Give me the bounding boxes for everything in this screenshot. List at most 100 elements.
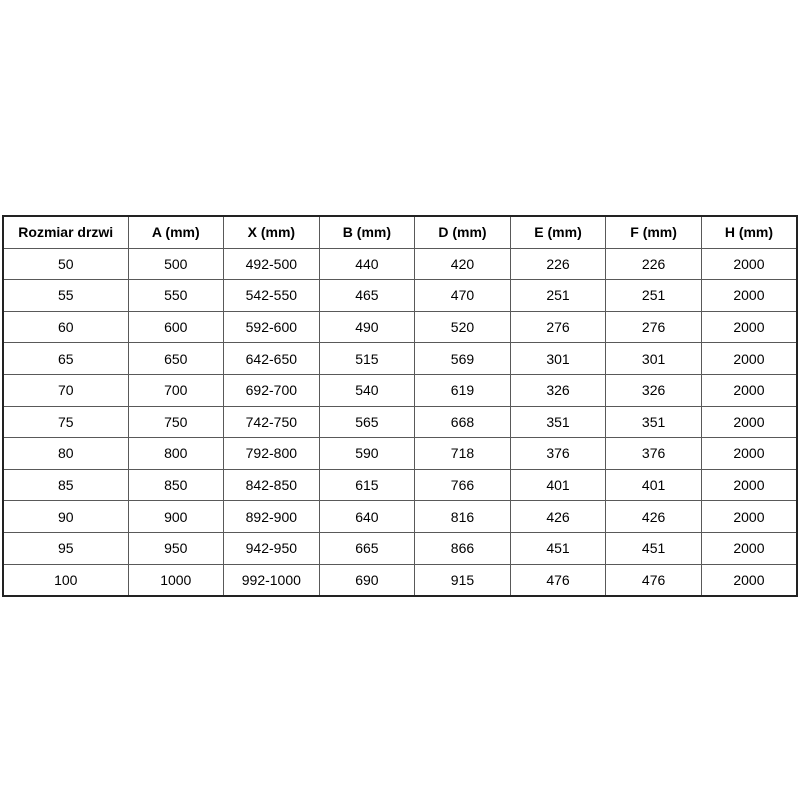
table-cell: 850 [127, 468, 225, 502]
table-cell: 515 [318, 342, 416, 375]
column-header-4: D (mm) [414, 215, 511, 249]
table-cell: 615 [318, 468, 416, 502]
table-row: 80 800 792-800 590 718 376 376 2000 [2, 437, 798, 470]
table-cell: 900 [127, 500, 225, 533]
table-cell: 816 [414, 500, 511, 533]
table-cell: 2000 [700, 468, 798, 502]
table-cell: 465 [318, 279, 416, 312]
table-cell: 351 [605, 405, 702, 439]
table-cell: 915 [414, 563, 511, 597]
table-cell: 569 [414, 342, 511, 375]
table-cell: 766 [414, 468, 511, 502]
table-cell: 420 [414, 247, 511, 281]
table-cell: 842-850 [223, 468, 320, 502]
header-row: Rozmiar drzwi A (mm) X (mm) B (mm) D (mm) E (… [2, 215, 798, 249]
table-cell: 426 [509, 500, 607, 533]
table-cell: 301 [605, 342, 702, 375]
table-cell: 2000 [700, 405, 798, 439]
table-cell: 542-550 [223, 279, 320, 312]
table-cell: 2000 [700, 373, 798, 407]
table-cell: 2000 [700, 247, 798, 281]
table-row: 55 550 542-550 465 470 251 251 2000 [2, 279, 798, 312]
table-cell: 592-600 [223, 310, 320, 344]
table-cell: 426 [605, 500, 702, 533]
table-cell: 60 [2, 310, 129, 344]
table-cell: 742-750 [223, 405, 320, 439]
door-size-table-container: Rozmiar drzwi A (mm) X (mm) B (mm) D (mm) E (… [2, 215, 798, 598]
table-cell: 490 [318, 310, 416, 344]
table-row: 70 700 692-700 540 619 326 326 2000 [2, 373, 798, 407]
table-cell: 451 [509, 531, 607, 565]
table-cell: 540 [318, 373, 416, 407]
column-header-6: F (mm) [605, 215, 702, 249]
column-header-1: A (mm) [127, 215, 225, 249]
table-cell: 892-900 [223, 500, 320, 533]
table-cell: 642-650 [223, 342, 320, 375]
table-cell: 665 [318, 531, 416, 565]
table-cell: 476 [605, 563, 702, 597]
table-cell: 251 [509, 279, 607, 312]
table-cell: 640 [318, 500, 416, 533]
table-cell: 1000 [127, 563, 225, 597]
table-cell: 276 [605, 310, 702, 344]
table-cell: 451 [605, 531, 702, 565]
table-row: 95 950 942-950 665 866 451 451 2000 [2, 531, 798, 565]
table-cell: 70 [2, 373, 129, 407]
table-cell: 792-800 [223, 437, 320, 470]
table-cell: 950 [127, 531, 225, 565]
table-cell: 80 [2, 437, 129, 470]
table-cell: 351 [509, 405, 607, 439]
table-cell: 276 [509, 310, 607, 344]
table-cell: 565 [318, 405, 416, 439]
table-cell: 85 [2, 468, 129, 502]
table-cell: 401 [605, 468, 702, 502]
table-row: 75 750 742-750 565 668 351 351 2000 [2, 405, 798, 439]
column-header-7: H (mm) [700, 215, 798, 249]
column-header-2: X (mm) [223, 215, 320, 249]
table-cell: 95 [2, 531, 129, 565]
table-cell: 100 [2, 563, 129, 597]
table-cell: 470 [414, 279, 511, 312]
table-cell: 90 [2, 500, 129, 533]
table-row: 65 650 642-650 515 569 301 301 2000 [2, 342, 798, 375]
table-cell: 326 [605, 373, 702, 407]
table-cell: 866 [414, 531, 511, 565]
table-cell: 2000 [700, 500, 798, 533]
table-row: 60 600 592-600 490 520 276 276 2000 [2, 310, 798, 344]
table-cell: 800 [127, 437, 225, 470]
table-cell: 440 [318, 247, 416, 281]
table-cell: 600 [127, 310, 225, 344]
table-cell: 500 [127, 247, 225, 281]
table-cell: 692-700 [223, 373, 320, 407]
table-row: 90 900 892-900 640 816 426 426 2000 [2, 500, 798, 533]
table-cell: 50 [2, 247, 129, 281]
table-cell: 401 [509, 468, 607, 502]
table-cell: 690 [318, 563, 416, 597]
table-cell: 301 [509, 342, 607, 375]
table-cell: 376 [509, 437, 607, 470]
table-cell: 226 [509, 247, 607, 281]
table-cell: 2000 [700, 310, 798, 344]
table-cell: 75 [2, 405, 129, 439]
table-cell: 2000 [700, 279, 798, 312]
table-cell: 492-500 [223, 247, 320, 281]
table-row: 50 500 492-500 440 420 226 226 2000 [2, 247, 798, 281]
table-row: 85 850 842-850 615 766 401 401 2000 [2, 468, 798, 502]
door-size-table: Rozmiar drzwi A (mm) X (mm) B (mm) D (mm) E (… [2, 215, 798, 598]
table-cell: 550 [127, 279, 225, 312]
table-row: 100 1000 992-1000 690 915 476 476 2000 [2, 563, 798, 597]
table-cell: 326 [509, 373, 607, 407]
table-cell: 668 [414, 405, 511, 439]
table-cell: 2000 [700, 342, 798, 375]
table-cell: 251 [605, 279, 702, 312]
column-header-5: E (mm) [509, 215, 607, 249]
table-cell: 226 [605, 247, 702, 281]
table-cell: 520 [414, 310, 511, 344]
table-cell: 2000 [700, 563, 798, 597]
table-cell: 750 [127, 405, 225, 439]
table-cell: 700 [127, 373, 225, 407]
table-cell: 65 [2, 342, 129, 375]
table-cell: 376 [605, 437, 702, 470]
table-cell: 2000 [700, 437, 798, 470]
table-cell: 2000 [700, 531, 798, 565]
